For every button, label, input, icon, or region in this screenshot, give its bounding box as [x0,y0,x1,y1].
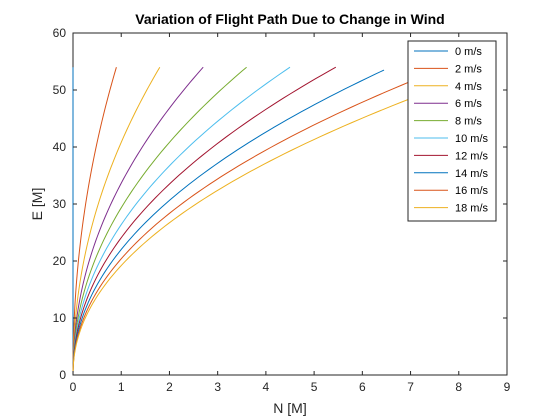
y-tick-label: 60 [53,26,67,40]
x-tick-label: 5 [311,380,318,394]
series-line-10 [72,98,411,376]
legend-label-10: 18 m/s [455,203,489,215]
legend-label-8: 14 m/s [455,168,489,180]
legend-label-6: 10 m/s [455,133,489,145]
x-tick-label: 8 [455,380,462,394]
x-tick-label: 9 [504,380,511,394]
x-tick-label: 2 [166,380,173,394]
legend-label-1: 0 m/s [455,46,482,58]
y-tick-label: 30 [53,197,67,211]
series-line-3 [72,66,161,376]
series-line-5 [72,66,247,376]
legend: 0 m/s 2 m/s 4 m/s 6 m/s 8 m/s 10 m/s 12 m/s 14 … [407,40,497,222]
x-tick-label: 0 [70,380,77,394]
x-tick-label: 1 [118,380,125,394]
chart-title: Variation of Flight Path Due to Change i… [135,11,444,27]
series-line-2 [72,67,117,375]
legend-label-7: 12 m/s [455,150,489,162]
legend-label-2: 2 m/s [455,63,482,75]
x-tick-label: 7 [407,380,414,394]
y-axis-ticks: 0 10 20 30 40 50 60 [53,26,507,382]
y-axis-label: E [M] [29,188,45,221]
series-line-4 [72,66,204,376]
legend-label-9: 16 m/s [455,185,489,197]
x-tick-label: 4 [263,380,270,394]
legend-box [407,40,497,222]
legend-label-3: 4 m/s [455,81,482,93]
x-axis-label: N [M] [273,400,306,416]
x-tick-label: 3 [214,380,221,394]
series-line-6 [72,66,291,376]
legend-label-5: 8 m/s [455,116,482,128]
series-line-9 [72,80,411,376]
series-line-8 [72,69,385,376]
y-tick-label: 20 [53,254,67,268]
x-tick-label: 6 [359,380,366,394]
legend-label-4: 6 m/s [455,98,482,110]
series-group [72,66,411,376]
x-axis-ticks: 0 1 2 3 4 5 6 7 8 9 [70,33,511,394]
series-line-7 [72,66,337,376]
y-tick-label: 50 [53,83,67,97]
y-tick-label: 10 [53,311,67,325]
y-tick-label: 40 [53,140,67,154]
y-tick-label: 0 [59,368,66,382]
